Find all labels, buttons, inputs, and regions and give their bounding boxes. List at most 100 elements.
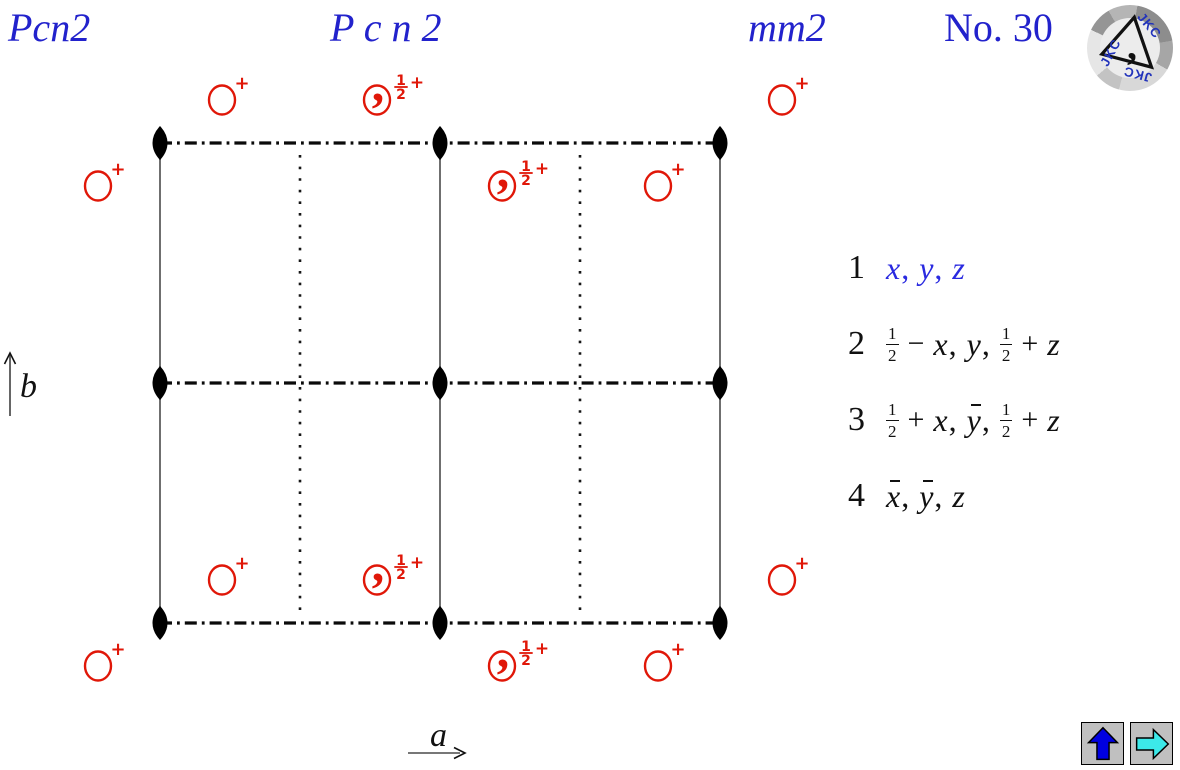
coordinate-variable: x [933,401,948,438]
atom-circle [83,170,113,202]
twofold-axis-icon [152,366,168,400]
twofold-axis-icon [712,126,728,160]
operator: − [907,327,925,360]
atom-circle [643,170,673,202]
position-row: 2 1 2− x, y, 1 2 + z [848,324,1060,364]
operator: + [1021,403,1039,436]
coordinate-variable: z [952,477,965,514]
coordinate-variable: z [952,249,965,286]
point-group-symbol: mm2 [748,5,826,50]
coordinate-variable-bar: y [919,477,934,514]
position-index: 3 [848,401,865,438]
height-fraction-denominator: 2 [396,87,406,103]
operator: + [1021,327,1039,360]
height-plus-sign: + [794,73,809,94]
twofold-axis-icon [432,366,448,400]
height-plus-sign: + [110,639,125,660]
atom-circle [767,564,797,596]
position-index: 1 [848,249,865,286]
nav-buttons [1081,722,1173,765]
atom-circle [362,564,392,596]
separator-comma: , [901,477,910,514]
a-axis-arrowhead [453,746,467,760]
twofold-axis-icon [712,606,728,640]
height-plus-sign: + [234,73,249,94]
logo-comma-glyph: , [1127,23,1137,68]
separator-comma: , [901,249,910,286]
height-plus-sign: + [535,639,549,659]
coordinate-variable: y [919,249,934,286]
atom-comma-glyph: , [372,56,385,112]
height-fraction-numerator: 1 [521,159,531,175]
twofold-axis-icon [432,606,448,640]
atom-circle [643,650,673,682]
height-plus-sign: + [410,553,424,573]
twofold-axis-icon [712,366,728,400]
right-arrow-icon [1135,727,1169,760]
up-arrow-icon [1086,726,1119,760]
separator-comma: , [934,249,943,286]
atom-circle [487,650,517,682]
height-fraction-numerator: 1 [396,73,406,89]
twofold-axis-icon [432,126,448,160]
atom-comma-glyph: , [372,536,385,592]
coordinate-variable-bar: y [966,401,982,438]
height-fraction-numerator: 1 [396,553,406,569]
atom-circle [767,84,797,116]
height-plus-sign: + [234,553,249,574]
height-plus-sign: + [110,159,125,180]
height-fraction-denominator: 2 [396,567,406,583]
space-group-symbol-spaced: P c n 2 [330,5,442,50]
height-plus-sign: + [410,73,424,93]
equivalent-positions-list: 1 x, y, z 2 1 2− x, y, 1 2 + z 3 1 2 + x, y, 1 2 + z 4 x, y, z [848,248,1060,552]
position-coordinates: 1 2 + x, y, 1 2 + z [886,401,1060,440]
coordinate-variable-bar: x [886,477,901,514]
nav-next-button[interactable] [1130,722,1173,765]
logo-triangle-icon: , [1098,14,1155,70]
coordinate-variable: x [886,249,901,286]
a-axis-label: a [430,717,447,754]
atom-comma-glyph: , [497,622,510,678]
separator-comma: , [934,477,943,514]
position-coordinates: x,y,z [886,250,965,287]
atom-comma-glyph: , [497,142,510,198]
atom-circle [207,564,237,596]
atom-circle [487,170,517,202]
twofold-axis-icon [152,126,168,160]
height-fraction-numerator: 1 [521,639,531,655]
position-row: 3 1 2 + x, y, 1 2 + z [848,400,1060,440]
height-plus-sign: + [670,639,685,660]
coordinate-variable: z [1047,401,1060,438]
separator-comma: , [948,325,957,362]
height-plus-sign: + [535,159,549,179]
position-coordinates: 1 2− x, y, 1 2 + z [886,325,1060,364]
jkc-logo-icon[interactable]: , JKC JKC JKC [1087,5,1173,91]
space-group-number: No. 30 [944,5,1053,50]
height-plus-sign: + [670,159,685,180]
b-axis-label: b [20,368,37,405]
height-fraction-denominator: 2 [521,173,531,189]
separator-comma: , [981,325,990,362]
operator: + [907,403,925,436]
height-fraction-denominator: 2 [521,653,531,669]
coordinate-variable: x [933,325,948,362]
coordinate-variable: y [966,325,981,362]
atom-circle [362,84,392,116]
b-axis-arrowhead [3,351,17,365]
coordinate-variable: z [1047,325,1060,362]
position-index: 4 [848,477,865,514]
space-group-symbol: Pcn2 [8,5,91,50]
atom-circle [83,650,113,682]
twofold-axis-icon [152,606,168,640]
height-plus-sign: + [794,553,809,574]
separator-comma: , [981,401,990,438]
position-coordinates: x,y,z [886,478,965,515]
nav-up-button[interactable] [1081,722,1124,765]
